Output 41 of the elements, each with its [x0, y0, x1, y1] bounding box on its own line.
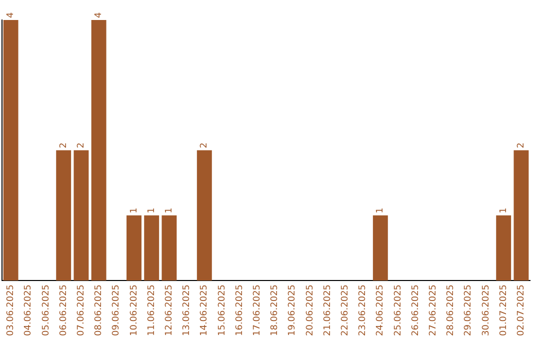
x-tick-label: 19.06.2025: [288, 284, 298, 336]
x-tick-label: 22.06.2025: [340, 284, 351, 336]
data-label: 1: [376, 208, 386, 214]
x-tick-label: 21.06.2025: [322, 284, 333, 336]
x-tick-label: 20.06.2025: [305, 284, 316, 336]
x-tick-label: 24.06.2025: [376, 284, 386, 336]
data-label: 2: [200, 142, 210, 148]
x-tick-label: 01.07.2025: [498, 284, 509, 336]
x-tick-label: 06.06.2025: [58, 284, 69, 336]
x-tick-label: 26.06.2025: [410, 284, 421, 336]
x-tick-label: 17.06.2025: [252, 284, 263, 336]
x-tick-label: 09.06.2025: [112, 284, 122, 336]
x-tick-label: 29.06.2025: [464, 284, 474, 336]
x-tick-label: 08.06.2025: [94, 284, 104, 336]
x-tick-label: 27.06.2025: [428, 284, 439, 336]
x-tick-label: 05.06.2025: [41, 284, 52, 336]
x-tick-label: 02.07.2025: [516, 284, 527, 336]
data-label: 2: [58, 142, 69, 148]
data-label: 2: [516, 142, 527, 148]
x-tick-label: 14.06.2025: [200, 284, 210, 336]
data-label: 1: [146, 208, 157, 214]
x-tick-label: 03.06.2025: [6, 284, 16, 336]
x-tick-label: 13.06.2025: [182, 284, 192, 336]
data-label: 1: [164, 208, 175, 214]
x-tick-label: 15.06.2025: [217, 284, 228, 336]
x-tick-label: 25.06.2025: [393, 284, 404, 336]
x-tick-label: 23.06.2025: [358, 284, 368, 336]
x-tick-label: 16.06.2025: [234, 284, 245, 336]
x-tick-label: 18.06.2025: [270, 284, 280, 336]
x-tick-label: 10.06.2025: [129, 284, 140, 336]
x-tick-label: 04.06.2025: [24, 284, 34, 336]
x-tick-label: 11.06.2025: [146, 284, 157, 336]
data-label: 1: [498, 208, 509, 214]
data-label: 4: [6, 12, 16, 18]
x-tick-label: 28.06.2025: [446, 284, 456, 336]
data-label: 4: [94, 12, 104, 18]
x-tick-label: 30.06.2025: [481, 284, 492, 336]
x-tick-label: 12.06.2025: [164, 284, 175, 336]
data-label: 1: [129, 208, 140, 214]
x-tick-label: 07.06.2025: [76, 284, 87, 336]
data-label: 2: [76, 142, 87, 148]
